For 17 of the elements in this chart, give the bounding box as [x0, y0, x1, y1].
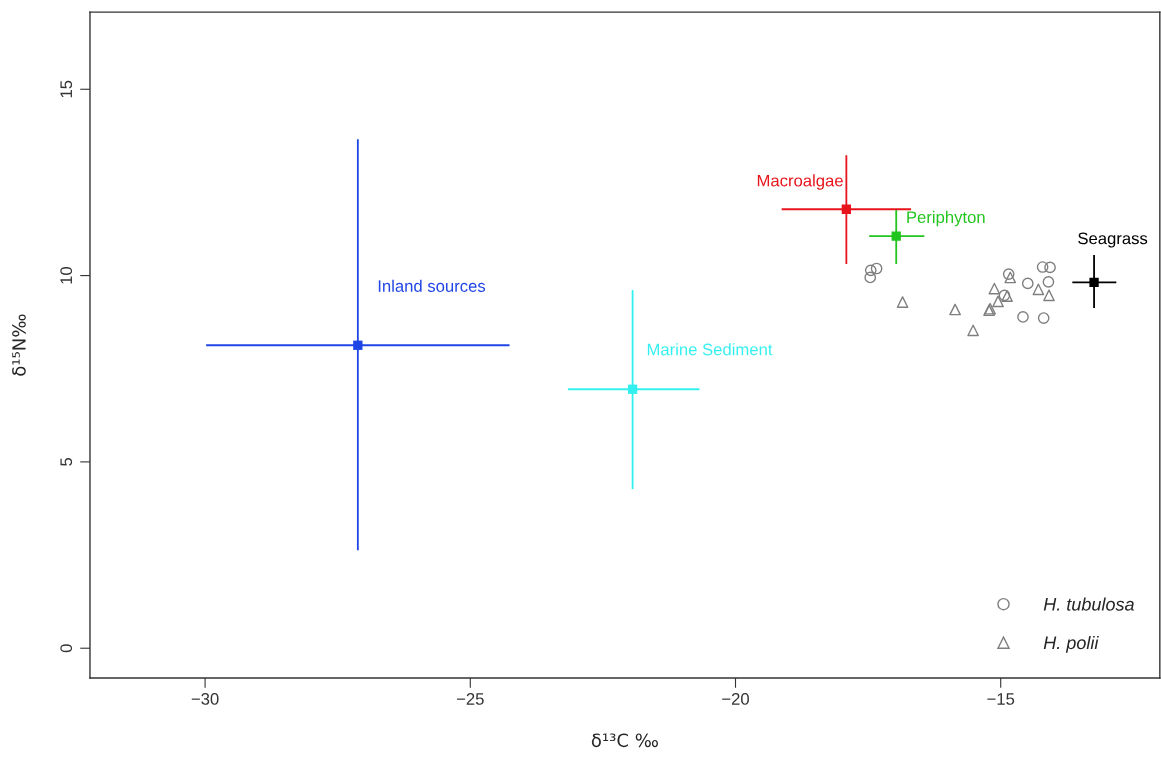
y-tick-label: 0: [60, 644, 73, 653]
series-label: Periphyton: [907, 210, 985, 227]
legend-label: H. polii: [1043, 635, 1099, 653]
y-axis-title: δ¹⁵N‰: [12, 314, 26, 376]
series-label: Macroalgae: [757, 174, 843, 190]
series-label: Seagrass: [1078, 232, 1148, 248]
x-tick-label: −20: [722, 693, 749, 705]
series-label: Marine Sediment: [647, 343, 773, 356]
y-tick-label: 5: [60, 457, 73, 466]
y-tick-label: 10: [60, 266, 73, 284]
x-tick-label: −30: [191, 693, 219, 705]
legend-label: H. tubulosa: [1043, 597, 1134, 611]
text: Inland sources: [378, 279, 486, 292]
x-axis-title: δ¹³C ‰: [591, 733, 658, 748]
x-tick-label: −15: [987, 693, 1015, 705]
x-tick-label: −25: [456, 693, 484, 705]
y-tick-label: 15: [60, 80, 73, 98]
